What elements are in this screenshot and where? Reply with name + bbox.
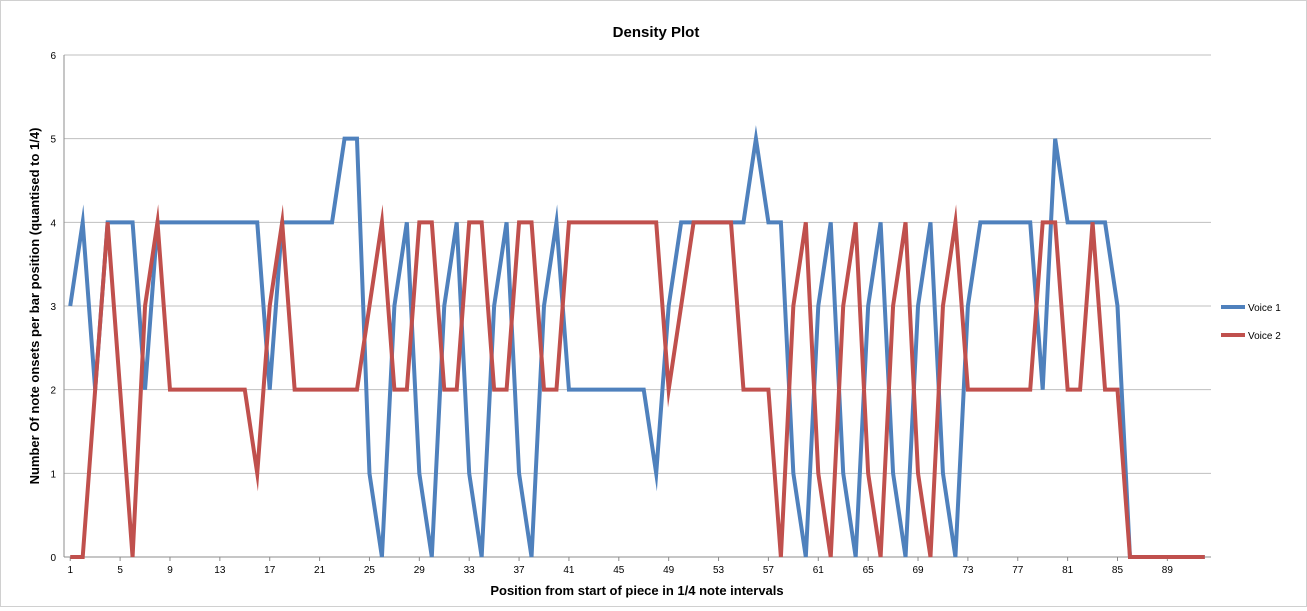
x-tick-label: 17 (264, 565, 276, 576)
y-tick-label: 0 (50, 553, 56, 564)
x-axis-ticks: 1 5 9 13 17 21 25 29 33 37 41 45 49 53 57 61 65 69 73 77 81 8… (67, 557, 1173, 576)
series-line-voice-2 (70, 204, 1205, 559)
y-tick-label: 4 (50, 218, 56, 229)
legend-label: Voice 2 (1248, 331, 1281, 342)
x-tick-label: 89 (1162, 565, 1174, 576)
x-tick-label: 45 (613, 565, 625, 576)
series-line-voice-1 (68, 125, 1205, 559)
x-tick-label: 5 (117, 565, 123, 576)
chart-title: Density Plot (613, 24, 700, 41)
x-tick-label: 1 (67, 565, 73, 576)
x-tick-label: 9 (167, 565, 173, 576)
x-tick-label: 57 (763, 565, 775, 576)
y-tick-label: 6 (50, 51, 56, 62)
x-tick-label: 29 (414, 565, 426, 576)
legend: Voice 1 Voice 2 (1221, 303, 1281, 342)
x-tick-label: 85 (1112, 565, 1124, 576)
x-tick-label: 37 (513, 565, 525, 576)
y-axis-label: Number Of note onsets per bar position (… (27, 128, 42, 485)
y-tick-label: 2 (50, 386, 56, 397)
x-tick-label: 25 (364, 565, 376, 576)
legend-label: Voice 1 (1248, 303, 1281, 314)
y-tick-label: 1 (50, 469, 56, 480)
x-tick-label: 61 (813, 565, 825, 576)
x-tick-label: 65 (863, 565, 875, 576)
y-axis-ticks: 0 1 2 3 4 5 6 (50, 51, 56, 564)
series-lines (68, 125, 1205, 559)
axes (63, 55, 1211, 558)
x-tick-label: 73 (962, 565, 974, 576)
x-tick-label: 53 (713, 565, 725, 576)
y-tick-label: 5 (50, 135, 56, 146)
y-tick-label: 3 (50, 302, 56, 313)
x-tick-label: 41 (563, 565, 575, 576)
x-tick-label: 49 (663, 565, 675, 576)
x-tick-label: 13 (214, 565, 226, 576)
x-tick-label: 21 (314, 565, 326, 576)
x-axis-label: Position from start of piece in 1/4 note… (490, 583, 783, 598)
x-tick-label: 33 (464, 565, 476, 576)
x-tick-label: 77 (1012, 565, 1024, 576)
x-tick-label: 81 (1062, 565, 1074, 576)
x-tick-label: 69 (912, 565, 924, 576)
